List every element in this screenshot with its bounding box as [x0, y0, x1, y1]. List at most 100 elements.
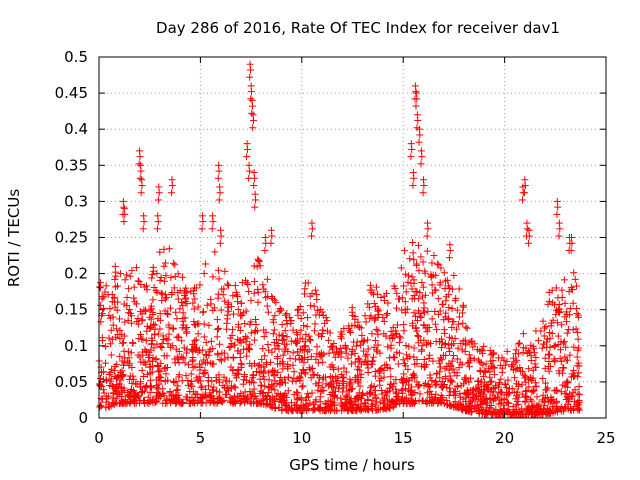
- data-point: [279, 336, 287, 344]
- data-point: [373, 348, 381, 356]
- data-point: [224, 281, 232, 289]
- data-point: [410, 370, 418, 378]
- data-point: [123, 400, 131, 408]
- data-point: [372, 325, 380, 333]
- data-point: [188, 357, 196, 365]
- data-point: [367, 400, 375, 408]
- data-point: [134, 314, 142, 322]
- data-point: [137, 383, 145, 391]
- data-point: [415, 241, 423, 249]
- data-point: [460, 403, 468, 411]
- data-point: [305, 332, 313, 340]
- data-point: [302, 331, 310, 339]
- data-point: [448, 323, 456, 331]
- data-point: [423, 328, 431, 336]
- data-point: [546, 398, 554, 406]
- data-point: [164, 376, 172, 384]
- data-point: [134, 277, 142, 285]
- data-point: [283, 320, 291, 328]
- data-point: [381, 400, 389, 408]
- data-point: [523, 387, 531, 395]
- data-point: [560, 364, 568, 372]
- data-point: [552, 399, 560, 407]
- data-point: [364, 364, 372, 372]
- data-point: [346, 327, 354, 335]
- data-point: [283, 340, 291, 348]
- data-point: [513, 380, 521, 388]
- data-point: [437, 264, 445, 272]
- data-point: [434, 397, 442, 405]
- data-point: [570, 372, 578, 380]
- data-point: [492, 405, 500, 413]
- data-point: [189, 287, 197, 295]
- data-point: [410, 276, 418, 284]
- data-point: [194, 330, 202, 338]
- data-point: [475, 408, 483, 416]
- data-point: [141, 384, 149, 392]
- data-point: [225, 300, 233, 308]
- data-point: [486, 373, 494, 381]
- data-point: [160, 364, 168, 372]
- data-point: [520, 189, 528, 197]
- data-point: [130, 294, 138, 302]
- data-point: [150, 283, 158, 291]
- data-point: [353, 338, 361, 346]
- data-point: [355, 355, 363, 363]
- data-point: [408, 145, 416, 153]
- data-point: [561, 403, 569, 411]
- data-point: [397, 264, 405, 272]
- data-point: [229, 292, 237, 300]
- data-point: [214, 174, 222, 182]
- data-point: [199, 391, 207, 399]
- data-point: [304, 314, 312, 322]
- data-point: [433, 326, 441, 334]
- data-point: [433, 370, 441, 378]
- data-point: [383, 361, 391, 369]
- data-point: [528, 376, 536, 384]
- data-point: [321, 407, 329, 415]
- data-point: [269, 330, 277, 338]
- data-point: [352, 373, 360, 381]
- data-point: [240, 335, 248, 343]
- data-point: [192, 390, 200, 398]
- y-tick-label: 0.5: [64, 48, 88, 66]
- data-point: [539, 374, 547, 382]
- data-point: [512, 406, 520, 414]
- data-point: [366, 281, 374, 289]
- data-point: [345, 322, 353, 330]
- data-point: [476, 387, 484, 395]
- data-point: [149, 320, 157, 328]
- data-point: [377, 365, 385, 373]
- data-point: [354, 354, 362, 362]
- data-point: [364, 300, 372, 308]
- data-point: [551, 357, 559, 365]
- data-point: [574, 373, 582, 381]
- data-point: [190, 398, 198, 406]
- data-point: [423, 247, 431, 255]
- data-point: [417, 336, 425, 344]
- data-point: [178, 337, 186, 345]
- data-point: [522, 387, 530, 395]
- data-point: [116, 399, 124, 407]
- data-point: [382, 332, 390, 340]
- data-point: [215, 167, 223, 175]
- data-point: [361, 312, 369, 320]
- data-point: [565, 325, 573, 333]
- data-point: [428, 281, 436, 289]
- data-point: [414, 383, 422, 391]
- data-point: [418, 362, 426, 370]
- data-point: [219, 291, 227, 299]
- data-point: [252, 196, 260, 204]
- data-point: [300, 346, 308, 354]
- data-point: [143, 282, 151, 290]
- data-point: [160, 335, 168, 343]
- data-point: [269, 316, 277, 324]
- data-point: [190, 284, 198, 292]
- data-point: [215, 196, 223, 204]
- data-point: [384, 299, 392, 307]
- data-point: [96, 402, 104, 410]
- data-point: [494, 354, 502, 362]
- data-point: [250, 379, 258, 387]
- data-point: [428, 315, 436, 323]
- x-tick-labels: 0 5 10 15 20 25: [94, 429, 615, 447]
